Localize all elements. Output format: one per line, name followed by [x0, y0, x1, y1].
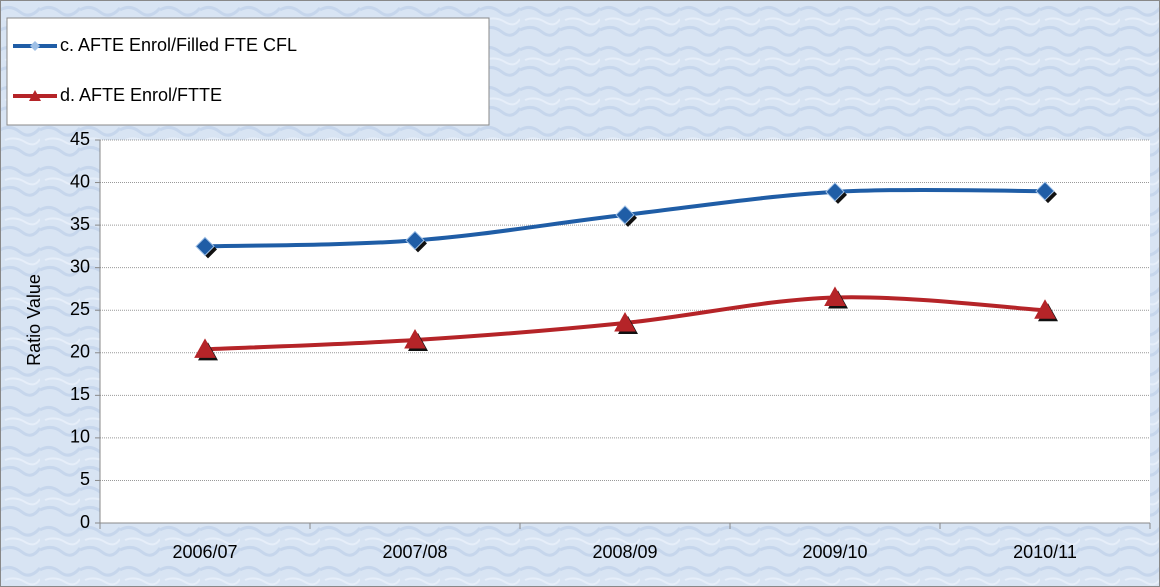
x-tick-label: 2010/11	[1013, 542, 1077, 562]
point-marker	[824, 286, 846, 306]
y-tick-label: 45	[70, 129, 90, 149]
y-tick-label: 0	[80, 512, 90, 532]
legend-label: d. AFTE Enrol/FTTE	[60, 85, 222, 105]
y-tick-label: 30	[70, 256, 90, 276]
legend-box	[6, 17, 490, 126]
legend-label: c. AFTE Enrol/Filled FTE CFL	[60, 35, 297, 55]
point-marker	[195, 236, 215, 257]
x-tick-label: 2007/08	[382, 542, 447, 562]
point-marker	[404, 328, 426, 349]
point-marker	[1034, 299, 1056, 319]
x-tick-label: 2008/09	[592, 542, 657, 562]
legend-marker	[29, 90, 41, 101]
y-tick-label: 5	[80, 469, 90, 489]
legend-marker	[30, 41, 40, 51]
point-marker	[614, 311, 636, 332]
point-marker	[1035, 181, 1055, 201]
y-tick-label: 40	[70, 171, 90, 191]
y-tick-label: 15	[70, 384, 90, 404]
y-tick-label: 20	[70, 342, 90, 362]
point-marker	[405, 230, 425, 251]
point-marker	[615, 205, 635, 225]
y-axis-title: Ratio Value	[24, 274, 44, 366]
point-marker	[194, 338, 216, 358]
x-tick-label: 2009/10	[802, 542, 867, 562]
point-marker	[825, 182, 845, 202]
x-tick-label: 2006/07	[172, 542, 237, 562]
y-tick-label: 25	[70, 299, 90, 319]
y-tick-label: 10	[70, 427, 90, 447]
y-tick-label: 35	[70, 214, 90, 234]
